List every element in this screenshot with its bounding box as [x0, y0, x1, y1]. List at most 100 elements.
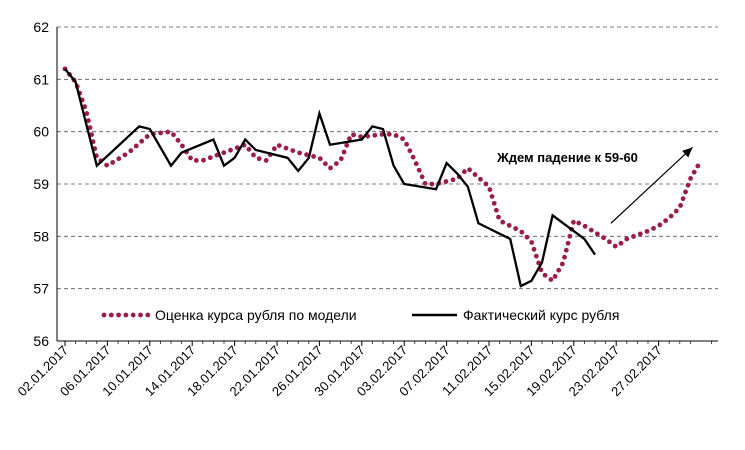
model-point	[256, 156, 262, 162]
legend-dot	[130, 312, 136, 318]
y-tick-label: 60	[33, 124, 49, 140]
model-point	[413, 161, 419, 167]
model-point	[651, 225, 656, 231]
legend-item-model: Оценка курса рубля по модели	[101, 307, 357, 323]
model-point	[347, 136, 352, 142]
model-point	[133, 143, 139, 149]
model-point	[322, 161, 328, 167]
model-point	[158, 130, 164, 136]
model-point	[144, 134, 150, 139]
annotation-arrow-head	[682, 147, 693, 158]
model-point	[87, 125, 93, 130]
model-point	[276, 143, 282, 148]
model-point	[372, 132, 378, 138]
model-point	[393, 133, 399, 138]
model-point	[104, 162, 110, 168]
model-point	[333, 161, 339, 167]
model-point	[582, 223, 588, 229]
model-point	[493, 207, 499, 213]
legend-item-actual: Фактический курс рубля	[412, 307, 619, 323]
model-point	[283, 145, 289, 151]
model-point	[344, 142, 350, 148]
model-point	[228, 147, 233, 153]
model-point	[246, 146, 252, 152]
model-point	[624, 236, 630, 242]
model-point	[637, 231, 643, 237]
model-point	[351, 132, 357, 138]
model-point	[478, 176, 483, 182]
model-point	[400, 136, 405, 142]
model-point	[685, 182, 691, 188]
model-point	[221, 150, 227, 156]
model-point	[271, 146, 277, 152]
series-model	[62, 66, 701, 282]
model-point	[201, 157, 206, 163]
model-point	[533, 253, 539, 259]
model-point	[618, 240, 624, 246]
grid-lines	[57, 26, 718, 290]
series-actual-line	[64, 68, 596, 288]
legend-dot	[123, 312, 129, 318]
y-tick-label: 58	[33, 228, 49, 244]
model-point	[531, 246, 537, 252]
model-point	[680, 196, 686, 202]
model-point	[506, 222, 512, 228]
model-point	[529, 240, 535, 245]
legend-dot	[101, 312, 107, 318]
legend-dot	[138, 312, 143, 318]
annotation-arrow-line	[610, 146, 693, 224]
legend-dot	[116, 312, 121, 318]
annotation-text: Ждем падение к 59-60	[496, 150, 638, 165]
model-point	[559, 261, 565, 267]
model-point	[311, 153, 316, 159]
y-tick-label: 61	[33, 71, 49, 87]
model-point	[496, 214, 501, 220]
model-point	[487, 187, 493, 193]
model-point	[450, 177, 456, 183]
y-tick-label: 62	[33, 19, 49, 35]
y-axis: 56 57 58 59 60 61 62	[33, 19, 58, 349]
model-point	[443, 179, 449, 184]
model-point	[386, 131, 392, 137]
model-point	[519, 229, 525, 235]
series-layer	[62, 66, 701, 288]
legend-dot	[108, 312, 114, 318]
model-point	[341, 149, 347, 155]
model-point	[491, 200, 497, 206]
model-point	[84, 111, 90, 116]
model-point	[570, 219, 576, 225]
model-point	[644, 229, 650, 234]
x-axis: 02.01.201706.01.201710.01.201714.01.2017…	[14, 340, 718, 399]
model-point	[328, 165, 333, 171]
model-point	[556, 267, 562, 273]
legend-dots-marker	[101, 312, 151, 318]
model-point	[483, 181, 489, 187]
model-point	[678, 203, 683, 208]
model-point	[404, 141, 410, 147]
model-point	[601, 235, 606, 241]
model-point	[122, 152, 128, 158]
model-point	[338, 156, 344, 162]
model-point	[657, 222, 663, 228]
model-point	[588, 227, 594, 233]
model-point	[422, 180, 428, 186]
model-point	[631, 234, 636, 239]
model-point	[188, 155, 193, 161]
model-point	[565, 240, 571, 246]
model-point	[576, 220, 582, 226]
model-point	[552, 274, 558, 279]
model-point	[542, 272, 548, 278]
legend-dot	[145, 312, 151, 318]
model-point	[304, 152, 309, 158]
annotation: Ждем падение к 59-60	[496, 146, 693, 224]
y-tick-label: 57	[33, 281, 49, 297]
model-point	[594, 231, 600, 237]
model-point	[563, 247, 569, 253]
model-point	[489, 194, 495, 199]
model-point	[171, 132, 176, 138]
model-point	[317, 156, 323, 162]
model-point	[461, 169, 467, 175]
model-point	[683, 189, 688, 195]
model-point	[263, 157, 269, 163]
